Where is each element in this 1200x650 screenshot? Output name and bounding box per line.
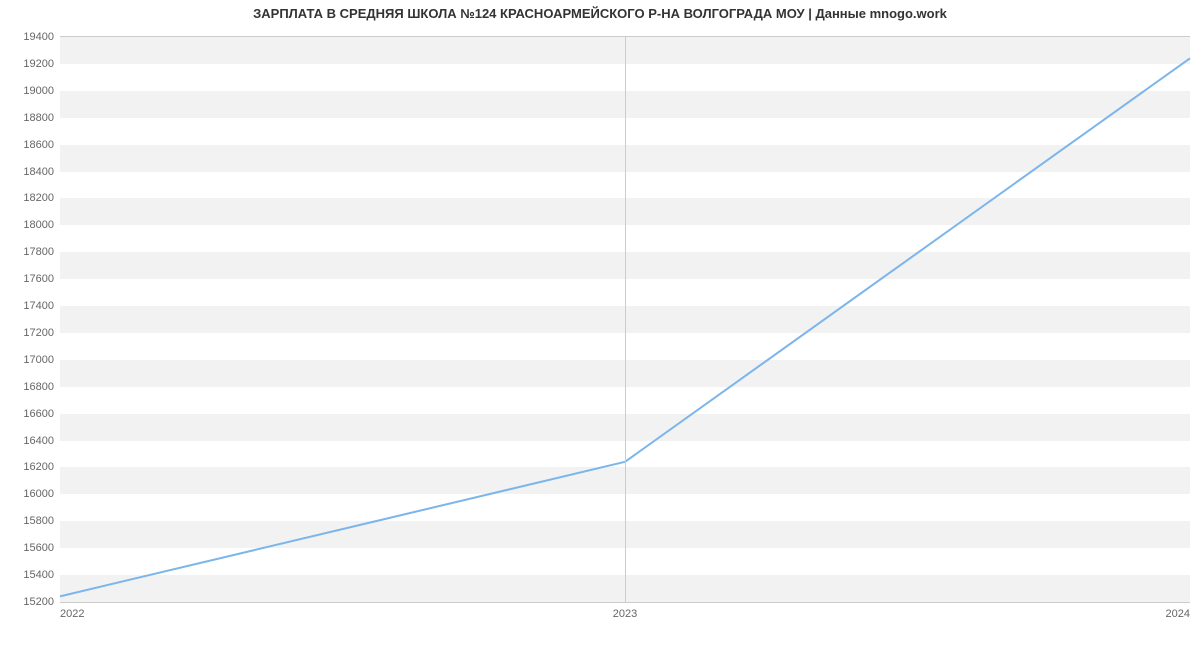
x-tick-label: 2022	[60, 608, 84, 620]
y-tick-label: 16600	[23, 408, 54, 420]
y-tick-label: 17400	[23, 300, 54, 312]
y-tick-label: 18200	[23, 192, 54, 204]
x-gridline	[625, 37, 626, 602]
y-tick-label: 16200	[23, 461, 54, 473]
y-tick-label: 19400	[23, 31, 54, 43]
plot-area: 1520015400156001580016000162001640016600…	[60, 36, 1190, 603]
y-tick-label: 15400	[23, 569, 54, 581]
y-tick-label: 18400	[23, 166, 54, 178]
y-tick-label: 16400	[23, 435, 54, 447]
y-tick-label: 15800	[23, 515, 54, 527]
y-tick-label: 16000	[23, 488, 54, 500]
y-tick-label: 15600	[23, 542, 54, 554]
y-tick-label: 19200	[23, 58, 54, 70]
y-tick-label: 18000	[23, 219, 54, 231]
y-tick-label: 17200	[23, 327, 54, 339]
y-tick-label: 16800	[23, 381, 54, 393]
y-tick-label: 15200	[23, 596, 54, 608]
chart-title: ЗАРПЛАТА В СРЕДНЯЯ ШКОЛА №124 КРАСНОАРМЕ…	[0, 6, 1200, 21]
x-tick-label: 2023	[613, 608, 637, 620]
x-tick-label: 2024	[1166, 608, 1190, 620]
y-tick-label: 18800	[23, 112, 54, 124]
y-tick-label: 17600	[23, 273, 54, 285]
y-tick-label: 17000	[23, 354, 54, 366]
salary-line-chart: ЗАРПЛАТА В СРЕДНЯЯ ШКОЛА №124 КРАСНОАРМЕ…	[0, 0, 1200, 650]
y-tick-label: 19000	[23, 85, 54, 97]
y-tick-label: 17800	[23, 246, 54, 258]
y-tick-label: 18600	[23, 139, 54, 151]
